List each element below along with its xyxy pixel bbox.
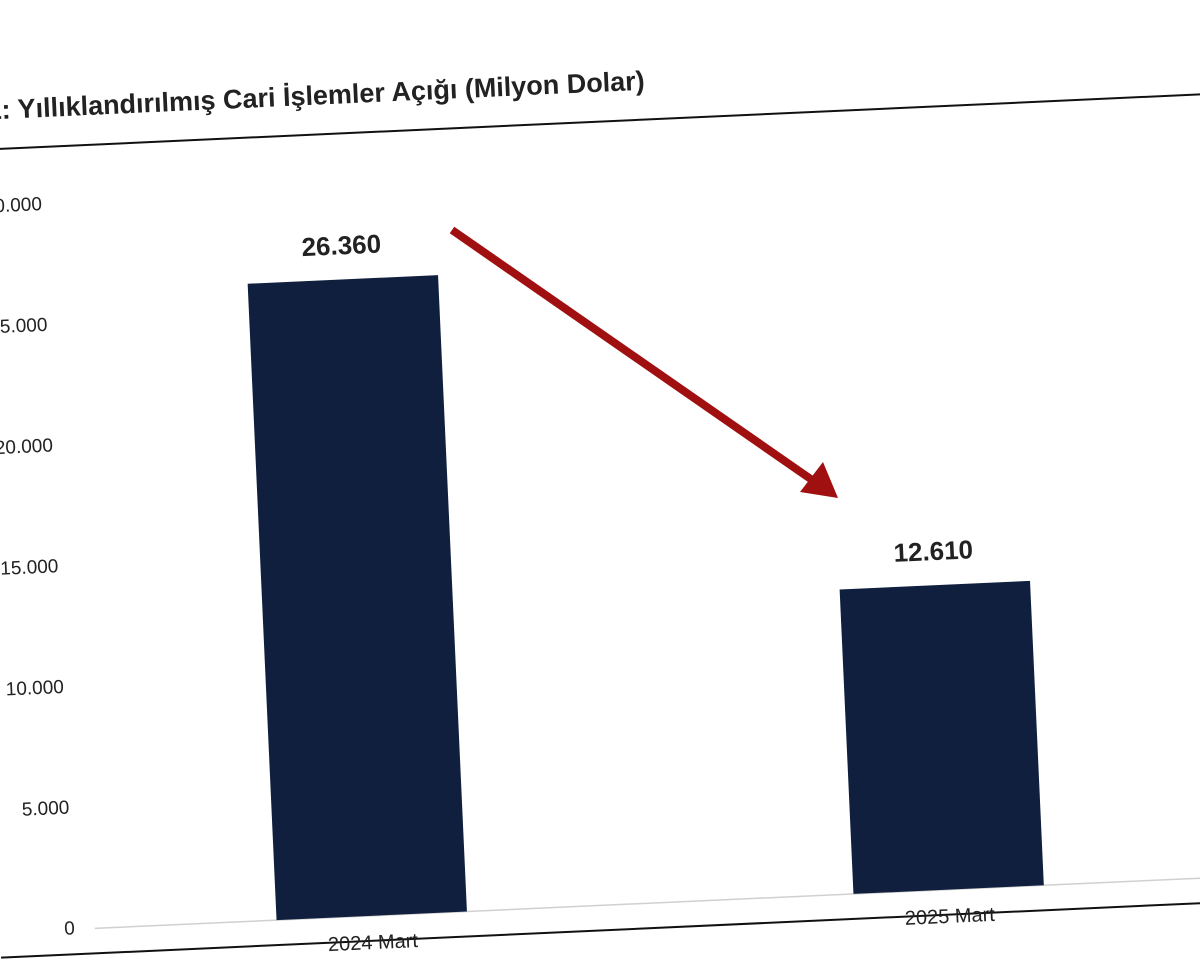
plot-area: -1: Yıllıklandırılmış Cari İşlemler Açığ… <box>0 66 1200 959</box>
y-tick-label: 10.000 <box>5 677 64 701</box>
frame-line <box>0 93 1200 152</box>
y-tick-label: 25.000 <box>0 315 48 339</box>
y-tick-label: 0 <box>64 918 76 939</box>
arrow-head <box>800 462 838 498</box>
data-label: 12.610 <box>893 534 974 568</box>
y-tick-label: 5.000 <box>21 798 69 821</box>
bar <box>839 580 1044 894</box>
frame-line <box>1 900 1200 959</box>
arrow-shaft <box>449 226 818 486</box>
bar <box>247 275 467 921</box>
x-tick-label: 2024 Mart <box>327 930 418 956</box>
y-tick-label: 15.000 <box>0 556 59 580</box>
x-tick-label: 2025 Mart <box>904 904 995 930</box>
trend-arrow <box>449 226 838 498</box>
y-tick-label: 20.000 <box>0 435 53 459</box>
chart-title: -1: Yıllıklandırılmış Cari İşlemler Açığ… <box>0 66 645 126</box>
y-tick-label: 30.000 <box>0 194 42 218</box>
data-label: 26.360 <box>301 229 382 263</box>
